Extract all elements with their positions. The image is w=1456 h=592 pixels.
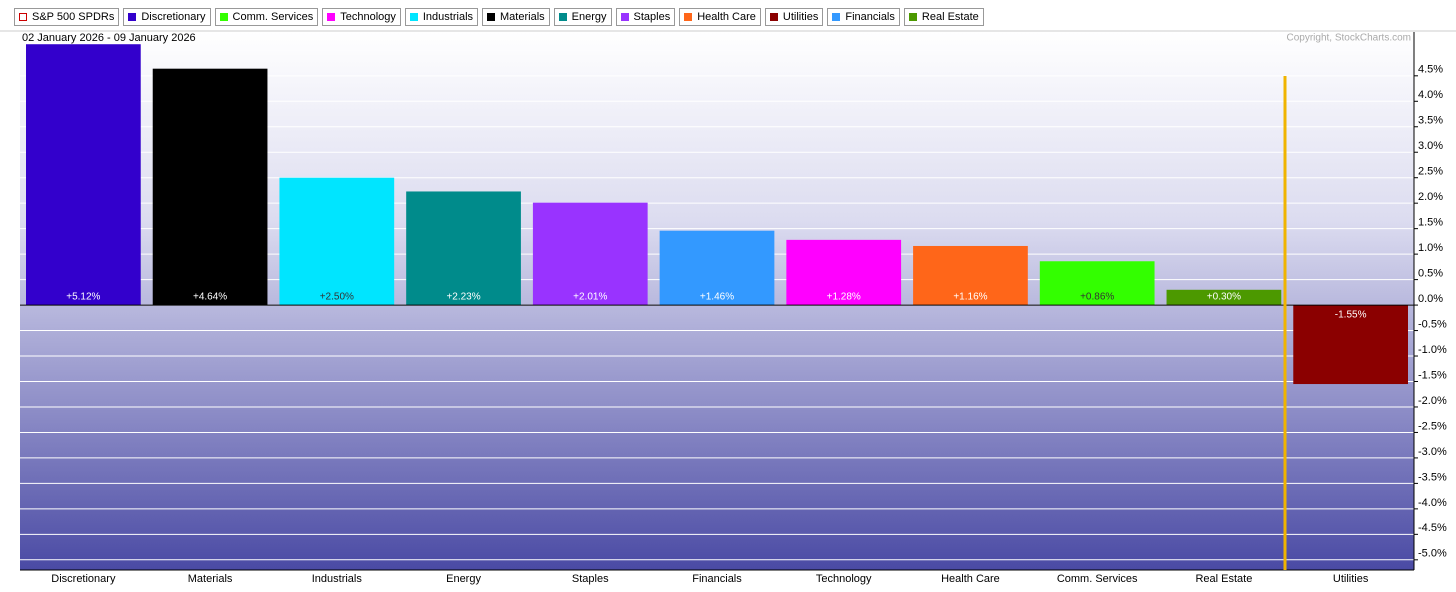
legend-swatch [327,13,336,21]
y-tick-label: -5.0% [1418,548,1447,560]
legend-label: S&P 500 SPDRs [32,11,115,23]
legend: S&P 500 SPDRs Discretionary Comm. Services… [14,8,984,26]
value-label: -1.55% [1335,310,1367,321]
y-tick-label: 2.0% [1418,191,1443,203]
y-tick-label: -3.0% [1418,446,1447,458]
legend-divider [0,30,1456,32]
y-tick-label: -4.0% [1418,497,1447,509]
y-tick-label: 4.5% [1418,64,1443,76]
value-label: +1.28% [827,292,861,303]
legend-swatch [832,13,841,21]
x-tick-label: Technology [816,573,872,585]
legend-label: Utilities [782,11,819,23]
legend-swatch [558,13,567,21]
legend-item[interactable]: Utilities [764,8,824,26]
x-tick-label: Comm. Services [1057,573,1138,585]
y-tick-label: 0.5% [1418,268,1443,280]
legend-label: Comm. Services [232,11,314,23]
y-tick-label: 0.0% [1418,293,1443,305]
x-tick-label: Staples [572,573,609,585]
legend-item[interactable]: Health Care [679,8,761,26]
y-tick-label: -3.5% [1418,471,1447,483]
x-tick-label: Industrials [312,573,363,585]
copyright: Copyright, StockCharts.com [1287,33,1412,44]
y-tick-label: -2.0% [1418,395,1447,407]
legend-label: Staples [633,11,671,23]
legend-item[interactable]: Discretionary [123,8,211,26]
legend-item[interactable]: Materials [482,8,550,26]
bar [532,202,648,306]
value-label: +2.01% [573,292,607,303]
legend-label: Discretionary [141,11,206,23]
y-tick-label: -2.5% [1418,420,1447,432]
y-tick-label: -0.5% [1418,318,1447,330]
legend-item[interactable]: Comm. Services [214,8,319,26]
bar [152,68,268,306]
value-label: +2.50% [320,292,354,303]
bar [1039,261,1155,306]
legend-label: Materials [500,11,545,23]
legend-item[interactable]: Real Estate [903,8,984,26]
legend-item[interactable]: S&P 500 SPDRs [14,8,120,26]
value-label: +4.64% [193,292,227,303]
x-tick-label: Financials [692,573,742,585]
legend-swatch [487,13,496,21]
y-tick-label: 4.0% [1418,89,1443,101]
y-tick-label: 1.0% [1418,242,1443,254]
x-tick-label: Utilities [1333,573,1369,585]
legend-swatch [19,13,27,21]
legend-item[interactable]: Energy [553,8,612,26]
bar [786,239,902,306]
y-tick-label: -4.5% [1418,522,1447,534]
chart-title: 02 January 2026 - 09 January 2026 [22,32,196,44]
x-tick-label: Discretionary [51,573,116,585]
legend-swatch [684,13,693,21]
legend-swatch [128,13,137,21]
value-label: +5.12% [66,292,100,303]
y-tick-label: 1.5% [1418,217,1443,229]
x-tick-label: Materials [188,573,233,585]
bar [279,177,395,306]
legend-swatch [409,13,418,21]
bar [1293,305,1408,385]
legend-swatch [620,13,629,21]
legend-item[interactable]: Financials [827,8,900,26]
legend-label: Energy [571,11,607,23]
legend-swatch [769,13,778,21]
value-label: +2.23% [446,292,480,303]
value-label: +1.46% [700,292,734,303]
bar [26,44,141,306]
legend-swatch [219,13,228,21]
bar [1166,289,1282,306]
legend-swatch [908,13,917,21]
value-label: +0.86% [1080,292,1114,303]
value-label: +1.16% [953,292,987,303]
x-tick-label: Energy [446,573,481,585]
legend-label: Real Estate [921,11,979,23]
legend-item[interactable]: Industrials [404,8,479,26]
y-tick-label: 3.0% [1418,140,1443,152]
bar [659,230,775,306]
legend-label: Health Care [697,11,756,23]
y-tick-label: -1.5% [1418,369,1447,381]
legend-item[interactable]: Staples [615,8,676,26]
bar [406,191,521,306]
y-tick-label: 3.5% [1418,115,1443,127]
legend-label: Financials [845,11,895,23]
legend-label: Industrials [422,11,474,23]
bar [913,245,1028,306]
legend-label: Technology [340,11,396,23]
value-label: +0.30% [1207,292,1241,303]
x-tick-label: Real Estate [1195,573,1252,585]
x-tick-label: Health Care [941,573,1000,585]
legend-item[interactable]: Technology [322,8,401,26]
y-tick-label: -1.0% [1418,344,1447,356]
y-tick-label: 2.5% [1418,166,1443,178]
